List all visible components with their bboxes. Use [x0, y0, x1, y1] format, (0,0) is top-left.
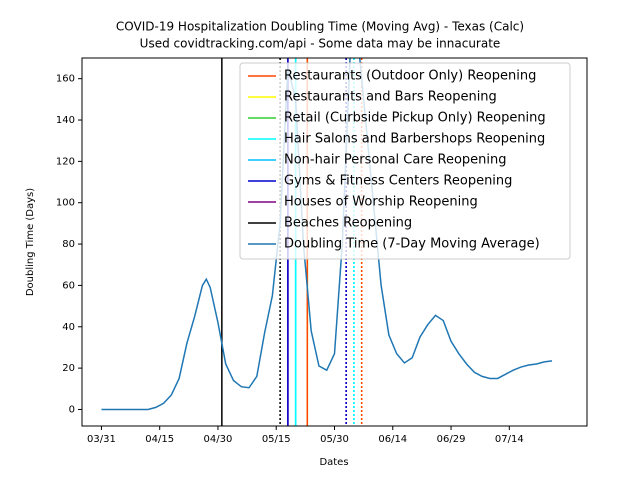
legend-label: Restaurants and Bars Reopening: [284, 90, 497, 105]
y-axis-label: Doubling Time (Days): [25, 188, 36, 296]
legend-box: [239, 62, 571, 260]
y-tick-label: 60: [62, 280, 75, 291]
x-axis-label: Dates: [319, 457, 348, 468]
x-tick-label: 06/29: [437, 434, 466, 445]
x-tick-label: 03/31: [87, 434, 116, 445]
chart-title: COVID-19 Hospitalization Doubling Time (…: [116, 20, 524, 34]
y-tick-label: 0: [69, 404, 75, 415]
y-tick-label: 20: [62, 363, 75, 374]
y-tick-label: 120: [56, 156, 75, 167]
y-tick-label: 40: [62, 322, 75, 333]
axes-frame: [81, 57, 588, 427]
x-tick-label: 06/14: [378, 434, 407, 445]
x-tick-label: 07/14: [495, 434, 524, 445]
y-tick-label: 100: [56, 198, 75, 209]
legend-label: Non-hair Personal Care Reopening: [284, 153, 507, 168]
legend-label: Restaurants (Outdoor Only) Reopening: [284, 69, 536, 84]
y-tick-label: 140: [56, 115, 75, 126]
chart-subtitle: Used covidtracking.com/api - Some data m…: [140, 37, 501, 51]
legend-label: Hair Salons and Barbershops Reopening: [284, 132, 545, 147]
x-tick-label: 04/15: [145, 434, 174, 445]
x-tick-label: 04/30: [204, 434, 233, 445]
y-tick-label: 160: [56, 74, 75, 85]
legend-label: Retail (Curbside Pickup Only) Reopening: [284, 111, 546, 126]
x-tick-label: 05/15: [262, 434, 291, 445]
legend-label: Beaches Reopening: [284, 216, 412, 231]
legend-label: Houses of Worship Reopening: [284, 195, 478, 210]
legend-label: Gyms & Fitness Centers Reopening: [284, 174, 512, 189]
x-tick-label: 05/30: [320, 434, 349, 445]
y-tick-label: 80: [62, 239, 75, 250]
legend-label: Doubling Time (7-Day Moving Average): [284, 237, 540, 252]
data-line: [101, 58, 553, 411]
